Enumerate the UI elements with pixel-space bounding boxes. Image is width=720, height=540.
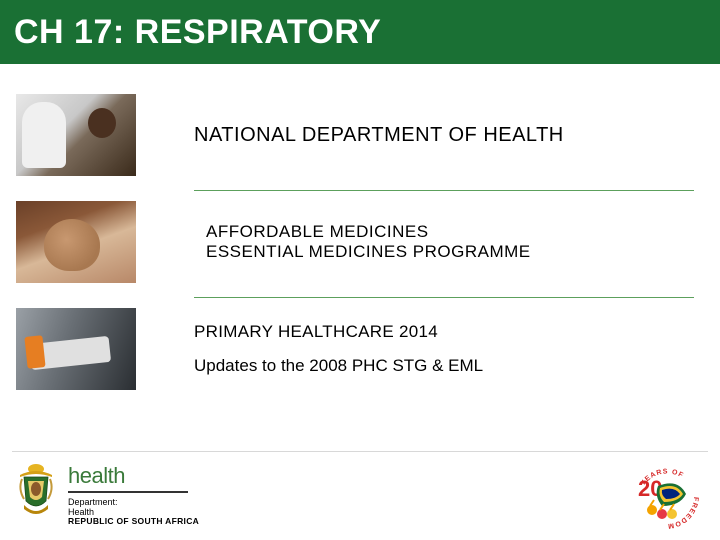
row-department: NATIONAL DEPARTMENT OF HEALTH [16,94,704,176]
programme-line-2: ESSENTIAL MEDICINES PROGRAMME [194,242,704,262]
slide-title: CH 17: RESPIRATORY [14,13,381,52]
sa-coat-of-arms-icon [14,463,58,521]
health-underline [68,491,188,493]
thumb-oral-vaccine-baby [16,201,136,283]
footer: health Department: Health REPUBLIC OF SO… [14,460,706,530]
row-programme: AFFORDABLE MEDICINES ESSENTIAL MEDICINES… [16,201,704,283]
dept-rsa: REPUBLIC OF SOUTH AFRICA [68,517,199,527]
thumb-glucometer [16,308,136,390]
footer-divider [12,451,708,452]
row-phc: PRIMARY HEALTHCARE 2014 Updates to the 2… [16,308,704,390]
dept-label: Department: [68,497,199,507]
thumb-vaccination-nurse [16,94,136,176]
content-area: NATIONAL DEPARTMENT OF HEALTH AFFORDABLE… [0,94,720,404]
department-block: NATIONAL DEPARTMENT OF HEALTH [194,124,704,147]
health-word: health [68,463,199,488]
programme-line-1: AFFORDABLE MEDICINES [194,222,704,242]
header-bar: CH 17: RESPIRATORY [0,0,720,64]
phc-block: PRIMARY HEALTHCARE 2014 Updates to the 2… [194,322,704,376]
divider-2 [194,297,694,298]
department-title: NATIONAL DEPARTMENT OF HEALTH [194,124,704,147]
phc-title: PRIMARY HEALTHCARE 2014 [194,322,704,342]
health-text-block: health Department: Health REPUBLIC OF SO… [68,463,199,527]
updates-line: Updates to the 2008 PHC STG & EML [194,356,704,376]
twenty-years-freedom-badge-icon: YEARS OF FREEDOM 20 [628,456,706,534]
programme-block: AFFORDABLE MEDICINES ESSENTIAL MEDICINES… [194,222,704,262]
divider-1 [194,190,694,191]
health-dept-logo: health Department: Health REPUBLIC OF SO… [14,463,199,527]
